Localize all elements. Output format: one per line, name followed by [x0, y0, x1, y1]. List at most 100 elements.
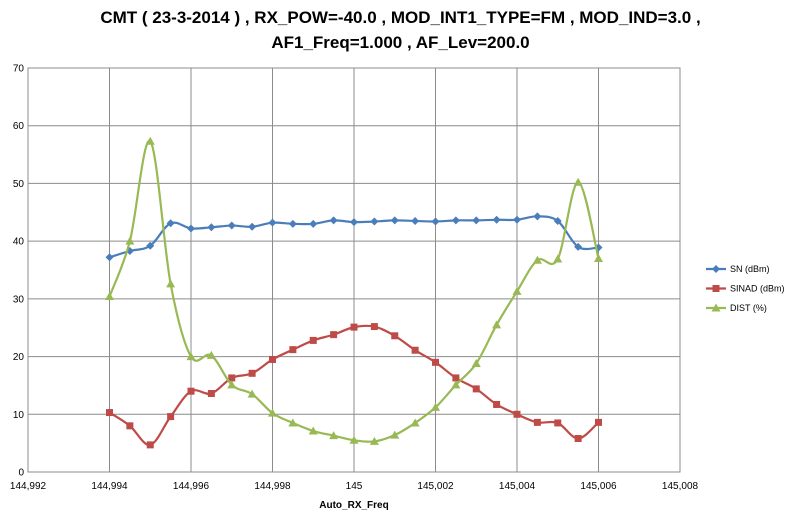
sn-data-point: [227, 221, 236, 230]
sinad-data-point: [533, 418, 541, 426]
y-tick-label: 30: [13, 294, 25, 305]
sinad-data-point: [207, 390, 215, 398]
x-tick-label: 144,996: [173, 481, 210, 492]
sn-data-point: [248, 222, 257, 231]
x-tick-label: 145,008: [662, 481, 699, 492]
sn-data-point: [431, 217, 440, 226]
x-tick-label: 145,006: [580, 481, 617, 492]
sinad-data-point: [350, 323, 358, 331]
dist-data-point: [166, 279, 176, 288]
sinad-data-point: [330, 331, 338, 339]
chart-title-line-1: CMT ( 23-3-2014 ) , RX_POW=-40.0 , MOD_I…: [100, 8, 701, 27]
sn-data-point: [187, 224, 195, 233]
dist-data-point: [532, 255, 542, 264]
x-tick-label: 144,992: [10, 481, 47, 492]
sn-data-point: [350, 218, 358, 227]
sn-data-point: [370, 217, 379, 226]
x-tick-label: 144,998: [254, 481, 291, 492]
sn-data-point: [492, 215, 501, 224]
dist-data-point: [125, 236, 135, 245]
dist-data-point: [247, 389, 257, 398]
sn-data-point: [533, 212, 542, 221]
sn-data-point: [390, 216, 399, 225]
sinad-data-point: [411, 346, 419, 354]
sn-data-point: [207, 223, 216, 232]
sn-data-point: [309, 219, 318, 228]
sinad-data-point: [228, 374, 236, 382]
sn-data-point: [513, 215, 521, 224]
sinad-data-point: [187, 387, 195, 395]
x-tick-label: 145,004: [499, 481, 536, 492]
dist-data-point: [512, 286, 522, 295]
sinad-data-point: [167, 413, 175, 421]
dist-data-point: [451, 380, 461, 389]
sinad-data-point: [309, 336, 317, 344]
dist-legend-label: DIST (%): [730, 303, 767, 313]
dist-legend-marker: [711, 303, 721, 312]
sinad-data-point: [493, 400, 501, 408]
sinad-data-point: [370, 323, 378, 331]
dist-data-point: [329, 431, 339, 440]
sinad-data-point: [432, 358, 439, 366]
sinad-data-point: [289, 346, 297, 354]
dist-data-point: [431, 402, 440, 411]
sinad-data-point: [248, 369, 256, 377]
dist-data-point: [390, 430, 400, 439]
dist-data-point: [492, 320, 502, 329]
chart-title-line-2: AF1_Freq=1.000 , AF_Lev=200.0: [271, 33, 530, 52]
dist-data-point: [553, 254, 563, 263]
sinad-data-point: [106, 409, 113, 417]
y-tick-label: 40: [13, 237, 25, 248]
sinad-data-point: [574, 435, 582, 443]
dist-data-point: [186, 352, 196, 361]
sn-data-point: [268, 218, 277, 227]
x-tick-label: 145: [346, 481, 363, 492]
sinad-data-point: [126, 422, 134, 430]
dist-data-point: [145, 136, 155, 145]
dist-data-point: [288, 418, 298, 427]
y-tick-label: 60: [13, 121, 25, 132]
sn-data-point: [411, 216, 420, 225]
dist-data-point: [268, 408, 277, 417]
sn-legend-label: SN (dBm): [730, 264, 770, 274]
sn-legend-marker: [712, 265, 720, 273]
y-tick-label: 50: [13, 179, 25, 190]
sn-data-point: [146, 241, 155, 250]
sinad-legend-label: SINAD (dBm): [730, 284, 785, 294]
x-tick-label: 145,002: [417, 481, 454, 492]
y-tick-label: 20: [13, 352, 25, 363]
x-tick-label: 144,994: [91, 481, 128, 492]
sinad-legend-marker: [712, 285, 720, 292]
sinad-data-point: [269, 355, 276, 363]
sn-data-point: [472, 216, 481, 225]
sinad-data-point: [472, 385, 480, 393]
dist-data-point: [573, 177, 583, 186]
dist-data-point: [594, 253, 603, 262]
sn-data-point: [329, 216, 338, 225]
dist-data-point: [369, 436, 379, 445]
sinad-data-point: [146, 441, 154, 449]
dist-data-point: [105, 292, 114, 301]
sn-data-point: [105, 253, 114, 262]
dist-data-point: [308, 426, 318, 435]
sinad-data-point: [452, 374, 460, 382]
sinad-data-point: [513, 410, 521, 418]
dist-data-point: [227, 380, 237, 389]
y-tick-label: 0: [18, 468, 24, 479]
sn-data-point: [553, 216, 562, 225]
x-axis-title: Auto_RX_Freq: [319, 500, 388, 511]
sinad-data-point: [595, 418, 602, 426]
dist-data-point: [206, 350, 216, 359]
sinad-data-point: [554, 419, 562, 427]
dist-series-line: [108, 140, 600, 443]
dist-data-point: [410, 418, 420, 427]
sn-data-point: [574, 242, 583, 251]
sn-data-point: [451, 216, 460, 225]
y-tick-label: 10: [13, 410, 25, 421]
sn-data-point: [288, 219, 297, 228]
y-tick-label: 70: [13, 64, 25, 75]
dist-data-point: [349, 435, 359, 444]
sn-data-point: [166, 219, 175, 228]
sinad-data-point: [391, 332, 399, 340]
